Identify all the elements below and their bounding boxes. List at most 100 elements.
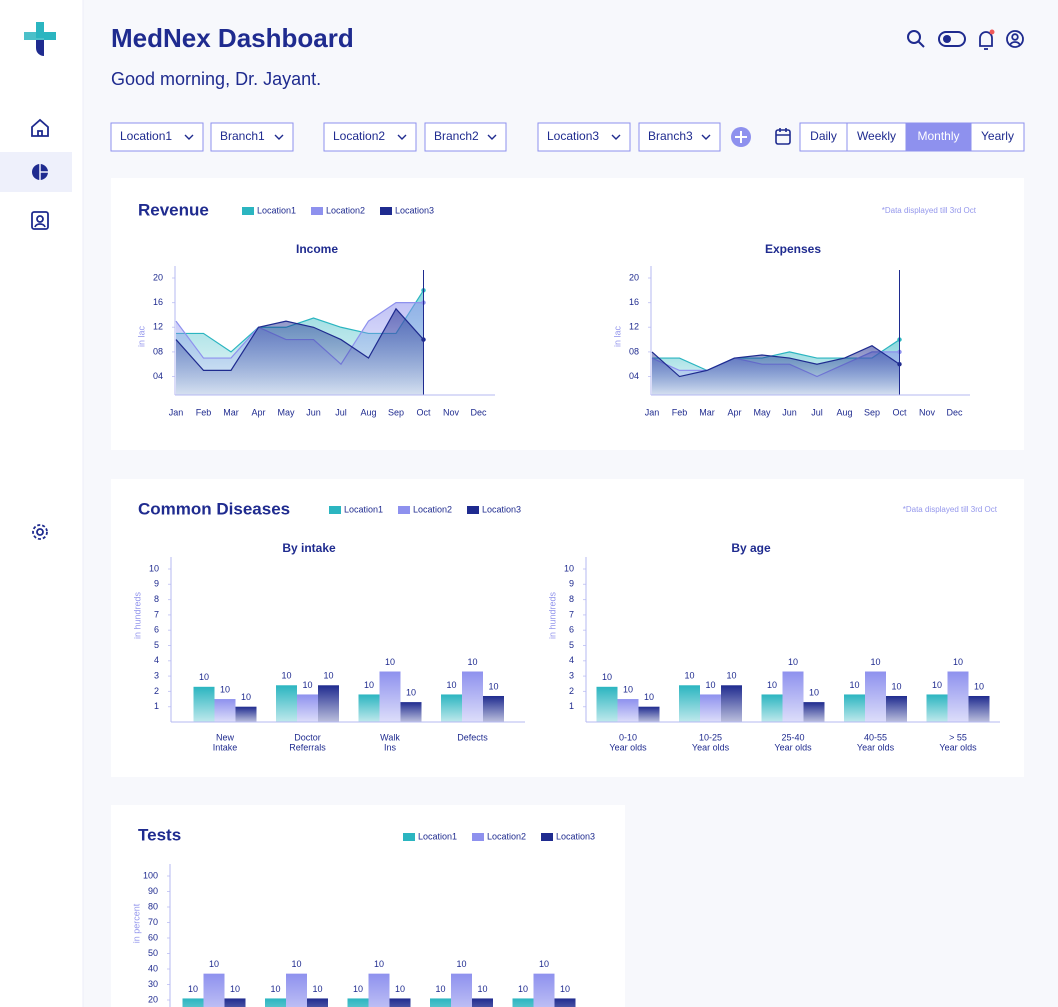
dropdown[interactable]: Branch3 [638,122,721,152]
search-icon[interactable] [907,30,925,48]
y-tick-label: 3 [569,670,574,680]
period-box[interactable] [799,122,848,152]
bar [803,702,825,722]
bar [203,973,225,1007]
bar-label: 10 [623,684,633,694]
bar [286,973,307,1007]
bar-label: 10 [435,984,445,994]
nav-home[interactable] [31,118,49,137]
period-label: Yearly [981,129,1014,143]
dropdown[interactable]: Location2 [323,122,417,152]
bar-label: 10 [849,680,859,690]
profile-icon[interactable] [1006,30,1024,48]
bar [389,998,411,1007]
period-box[interactable] [905,122,972,152]
bar [886,695,907,722]
dropdown-label: Branch2 [434,129,479,143]
legend-label: Location2 [326,205,365,215]
sidebar [0,0,83,1007]
period-button[interactable]: Weekly [846,122,907,152]
bar [307,998,328,1007]
add-filter[interactable] [731,127,751,147]
period-button[interactable]: Yearly [970,122,1025,152]
theme-toggle[interactable] [938,31,966,47]
y-tick-label: 60 [148,932,158,942]
bar-label: 10 [932,680,942,690]
y-tick-label: 90 [148,886,158,896]
x-tick-label: Jul [335,407,347,417]
period-box[interactable] [970,122,1025,152]
bar-label: 10 [446,680,456,690]
nav-dashboard[interactable] [32,164,48,180]
bar-label: 10 [539,959,549,969]
legend-label: Location3 [395,205,434,215]
bar-label: 10 [456,959,466,969]
bar-label: 10 [560,984,570,994]
y-tick-label: 1 [569,701,574,711]
legend-label: Location1 [257,205,296,215]
y-tick-label: 70 [148,917,158,927]
y-axis-label: in lac [136,325,146,347]
legend-swatch [472,833,484,841]
y-tick-label: 40 [148,963,158,973]
legend-label: Location1 [418,831,457,841]
legend-label: Location2 [487,831,526,841]
tests-panel [111,805,625,1007]
y-tick-label: 10 [149,563,159,573]
y-tick-label: 1 [154,701,159,711]
notification-icon[interactable] [979,29,995,50]
nav-profile[interactable] [31,211,49,230]
nav-settings[interactable] [32,524,48,540]
dropdown-box[interactable] [110,122,204,152]
panel-note: *Data displayed till 3rd Oct [903,505,998,514]
x-tick-label: Doctor [294,732,321,742]
dropdown-box[interactable] [210,122,294,152]
period-button[interactable]: Daily [799,122,848,152]
period-box[interactable] [846,122,907,152]
x-tick-label: Oct [416,407,431,417]
chart-title: Expenses [765,242,821,256]
y-tick-label: 12 [153,322,163,332]
x-tick-label: Feb [672,407,688,417]
y-tick-label: 16 [629,297,639,307]
dropdown-box[interactable] [424,122,507,152]
greeting: Good morning, Dr. Jayant. [111,69,321,89]
bar-label: 10 [518,984,528,994]
bar-label: 10 [644,692,654,702]
dropdown[interactable]: Branch1 [210,122,294,152]
bar [430,998,451,1007]
bar-label: 10 [705,680,715,690]
period-button[interactable]: Monthly [905,122,972,152]
bar-label: 10 [230,984,240,994]
x-tick-label: Year olds [609,742,647,752]
x-tick-label: 25-40 [781,732,804,742]
dropdown-caret [487,134,497,140]
dropdown[interactable]: Branch2 [424,122,507,152]
legend-swatch [242,207,254,215]
bar-label: 10 [281,671,291,681]
x-tick-label: Intake [213,742,238,752]
calendar-icon[interactable] [775,128,791,145]
y-tick-label: 2 [154,686,159,696]
x-tick-label: New [216,732,235,742]
dropdown-box[interactable] [638,122,721,152]
dropdown-label: Branch3 [648,129,693,143]
dropdown[interactable]: Location3 [537,122,631,152]
y-axis-label: in percent [131,903,141,943]
panel-title: Revenue [138,200,209,219]
bar [182,998,204,1007]
y-axis-label: in hundreds [132,591,142,639]
period-label: Daily [810,129,837,143]
dropdown[interactable]: Location1 [110,122,204,152]
x-tick-label: Sep [864,407,880,417]
x-tick-label: Referrals [289,742,326,752]
bar [638,706,660,722]
bar [533,973,555,1007]
bar-label: 10 [406,687,416,697]
bar [368,973,390,1007]
x-tick-label: Walk [380,732,400,742]
bar [214,699,236,722]
x-tick-label: 10-25 [699,732,722,742]
y-tick-label: 08 [629,346,639,356]
y-tick-label: 6 [154,625,159,635]
